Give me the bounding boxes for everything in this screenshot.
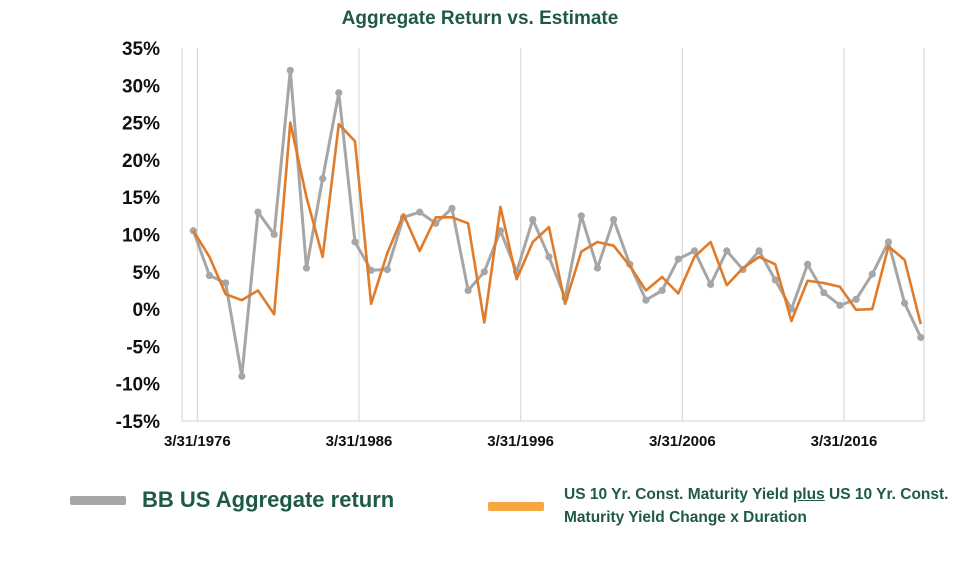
data-point-aggregate (771, 276, 779, 284)
data-point-aggregate (351, 238, 359, 246)
data-point-aggregate (755, 247, 763, 255)
series (189, 66, 925, 380)
data-point-aggregate (480, 268, 488, 276)
data-point-aggregate (610, 215, 618, 224)
line-chart: 35% 30% 25% 20% 15% 10% 5% 0% -5% -10% -15% 3/31/1… (116, 39, 925, 450)
legend-swatch-aggregate (70, 495, 126, 505)
axes (181, 48, 924, 422)
data-point-aggregate (416, 208, 424, 216)
y-tick-label: 10% (122, 226, 160, 247)
data-point-aggregate (723, 247, 731, 255)
data-point-aggregate (901, 299, 909, 307)
legend-item-aggregate: BB US Aggregate return (70, 487, 394, 513)
data-point-aggregate (335, 89, 343, 97)
data-point-aggregate (593, 264, 602, 272)
data-point-aggregate (286, 66, 294, 74)
data-point-aggregate (658, 286, 666, 295)
data-point-aggregate (367, 266, 375, 274)
y-tick-label: 30% (122, 76, 160, 97)
data-point-aggregate (852, 295, 860, 304)
y-tick-label: 5% (133, 263, 161, 284)
data-point-aggregate (577, 212, 585, 220)
y-tick-label: 0% (133, 300, 161, 321)
legend-item-estimate: US 10 Yr. Const. Maturity Yield plus US … (488, 483, 960, 529)
series-line-aggregate (191, 68, 923, 378)
y-tick-label: -15% (116, 412, 160, 433)
data-point-aggregate (642, 296, 650, 304)
data-point-aggregate (383, 265, 391, 274)
series-line-estimate (192, 121, 923, 325)
data-point-aggregate (707, 280, 715, 289)
legend-swatch-estimate (488, 501, 544, 511)
data-point-aggregate (238, 372, 246, 380)
legend-label-estimate-part1: US 10 Yr. Const. Maturity Yield (564, 486, 793, 503)
x-tick-label: 3/31/2016 (811, 433, 878, 450)
y-tick-label: 20% (122, 151, 160, 172)
data-point-aggregate (917, 333, 925, 342)
x-tick-label: 3/31/1996 (487, 433, 554, 450)
data-point-aggregate (302, 264, 311, 272)
x-tick-label: 3/31/1986 (326, 433, 393, 450)
x-tick-labels: 3/31/1976 3/31/1986 3/31/1996 3/31/2006 3/31… (164, 433, 877, 450)
data-point-aggregate (464, 286, 472, 295)
data-point-aggregate (690, 247, 699, 255)
x-tick-label: 3/31/1976 (164, 433, 231, 450)
data-point-aggregate (836, 301, 844, 309)
legend-label-aggregate: BB US Aggregate return (142, 487, 395, 512)
x-tick-label: 3/31/2006 (649, 433, 716, 450)
y-tick-label: 35% (122, 39, 160, 60)
data-point-aggregate (448, 204, 456, 212)
data-point-aggregate (820, 289, 828, 297)
legend-label-estimate-part2: US 10 Yr. Const. Maturity Yield Change x… (564, 486, 949, 526)
y-tick-label: 25% (122, 114, 160, 135)
data-point-aggregate (884, 238, 893, 246)
data-point-aggregate (545, 253, 553, 261)
y-tick-label: -5% (126, 337, 160, 358)
data-point-aggregate (529, 215, 537, 224)
data-point-aggregate (222, 279, 230, 287)
data-point-aggregate (254, 208, 262, 216)
vertical-grid (196, 48, 925, 421)
legend-label-estimate-underlined: plus (792, 486, 825, 503)
data-point-aggregate (270, 230, 278, 239)
data-point-aggregate (868, 270, 876, 278)
y-tick-label: -10% (116, 375, 160, 396)
y-tick-label: 15% (122, 188, 160, 209)
chart-title: Aggregate Return vs. Estimate (341, 8, 619, 29)
legend-label-estimate: US 10 Yr. Const. Maturity Yield plus US … (564, 483, 960, 529)
y-tick-labels: 35% 30% 25% 20% 15% 10% 5% 0% -5% -10% -15% (116, 39, 160, 433)
data-point-aggregate (674, 255, 682, 263)
data-point-aggregate (319, 174, 327, 183)
data-point-aggregate (804, 260, 812, 268)
data-point-aggregate (205, 271, 214, 280)
